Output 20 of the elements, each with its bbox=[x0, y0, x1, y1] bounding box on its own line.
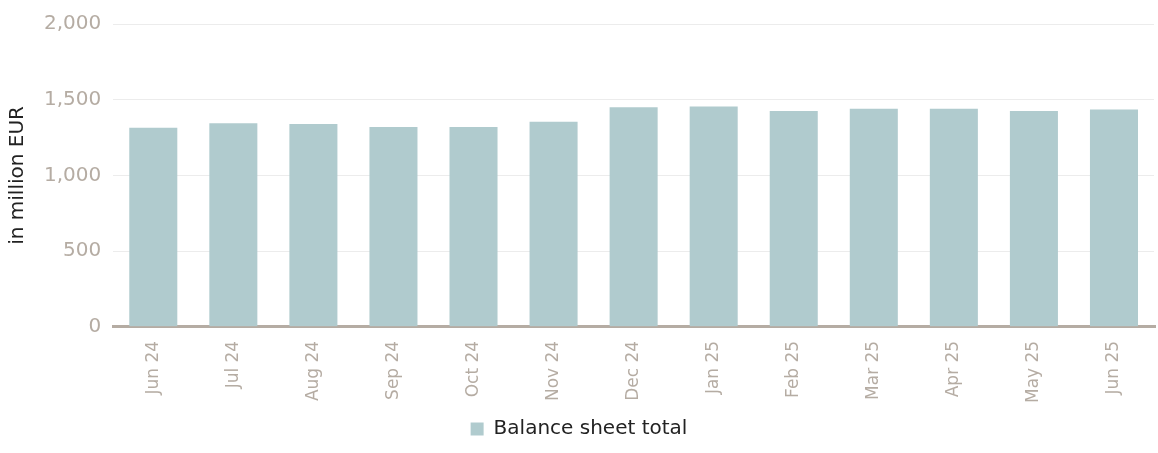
x-tick-label: Jul 24 bbox=[221, 340, 242, 390]
x-tick-label: Jan 25 bbox=[702, 340, 723, 396]
x-tick-label: Aug 24 bbox=[301, 340, 322, 402]
x-tick-label: Dec 24 bbox=[622, 340, 643, 401]
y-axis-title: in million EUR bbox=[4, 105, 29, 245]
y-tick-label: 1,000 bbox=[43, 161, 102, 186]
y-tick-label: 500 bbox=[63, 237, 102, 262]
x-tick-label: May 25 bbox=[1022, 340, 1043, 404]
x-tick-label: Jun 25 bbox=[1102, 340, 1123, 396]
x-tick-label: Oct 24 bbox=[461, 340, 482, 398]
x-tick-label: Sep 24 bbox=[381, 340, 402, 400]
y-tick-label: 1,500 bbox=[43, 85, 102, 110]
x-tick-label: Mar 25 bbox=[862, 340, 883, 400]
x-tick-label: Nov 24 bbox=[541, 340, 562, 402]
y-tick-label: 2,000 bbox=[43, 10, 102, 35]
y-tick-label: 0 bbox=[88, 313, 102, 338]
x-tick-label: Apr 25 bbox=[942, 340, 963, 398]
legend-label: Balance sheet total bbox=[493, 415, 688, 440]
x-tick-label: Feb 25 bbox=[782, 340, 803, 398]
x-tick-label: Jun 24 bbox=[141, 340, 162, 396]
